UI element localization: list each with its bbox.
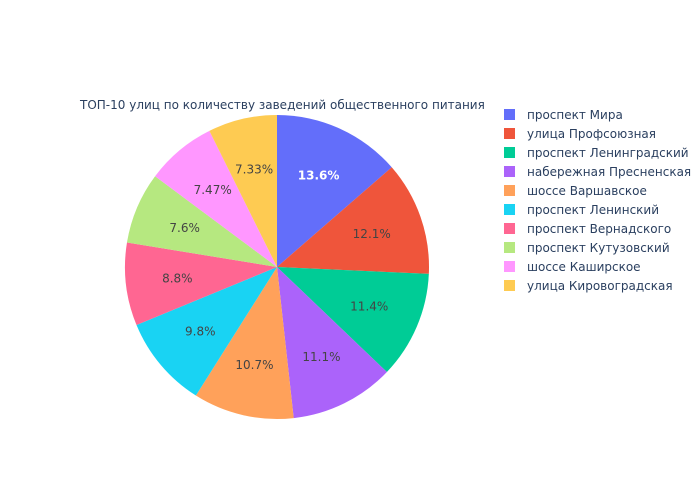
legend-item[interactable]: улица Кировоградская bbox=[496, 276, 691, 295]
legend-label: проспект Кутузовский bbox=[527, 241, 670, 255]
pie-slice-label: 7.47% bbox=[194, 183, 232, 197]
legend-item[interactable]: набережная Пресненская bbox=[496, 162, 691, 181]
legend-label: проспект Ленинградский bbox=[527, 146, 689, 160]
legend-swatch bbox=[504, 128, 515, 139]
legend-swatch bbox=[504, 185, 515, 196]
legend: проспект Мира улица Профсоюзная проспект Л… bbox=[496, 105, 691, 295]
pie-slice-label: 11.1% bbox=[302, 350, 340, 364]
legend-item[interactable]: улица Профсоюзная bbox=[496, 124, 691, 143]
legend-item[interactable]: шоссе Каширское bbox=[496, 257, 691, 276]
pie-slice-label: 11.4% bbox=[350, 299, 388, 313]
legend-label: улица Кировоградская bbox=[527, 279, 673, 293]
pie-slice-label: 7.6% bbox=[169, 221, 200, 235]
legend-item[interactable]: проспект Вернадского bbox=[496, 219, 691, 238]
legend-swatch bbox=[504, 223, 515, 234]
legend-label: проспект Мира bbox=[527, 108, 623, 122]
legend-label: проспект Вернадского bbox=[527, 222, 671, 236]
legend-item[interactable]: проспект Мира bbox=[496, 105, 691, 124]
legend-swatch bbox=[504, 242, 515, 253]
pie-slice-label: 10.7% bbox=[235, 358, 273, 372]
legend-swatch bbox=[504, 204, 515, 215]
legend-label: шоссе Каширское bbox=[527, 260, 641, 274]
legend-item[interactable]: шоссе Варшавское bbox=[496, 181, 691, 200]
pie-slice-label: 13.6% bbox=[298, 169, 340, 183]
pie-slice-label: 9.8% bbox=[185, 325, 216, 339]
pie-slice-label: 8.8% bbox=[162, 271, 193, 285]
legend-item[interactable]: проспект Ленинский bbox=[496, 200, 691, 219]
legend-swatch bbox=[504, 261, 515, 272]
legend-swatch bbox=[504, 280, 515, 291]
legend-swatch bbox=[504, 166, 515, 177]
pie-slice-label: 7.33% bbox=[235, 162, 273, 176]
legend-swatch bbox=[504, 147, 515, 158]
legend-label: шоссе Варшавское bbox=[527, 184, 647, 198]
pie-slices bbox=[125, 115, 429, 419]
legend-label: проспект Ленинский bbox=[527, 203, 659, 217]
legend-label: улица Профсоюзная bbox=[527, 127, 656, 141]
legend-label: набережная Пресненская bbox=[527, 165, 691, 179]
legend-item[interactable]: проспект Ленинградский bbox=[496, 143, 691, 162]
pie-slice-label: 12.1% bbox=[353, 227, 391, 241]
legend-item[interactable]: проспект Кутузовский bbox=[496, 238, 691, 257]
legend-swatch bbox=[504, 109, 515, 120]
